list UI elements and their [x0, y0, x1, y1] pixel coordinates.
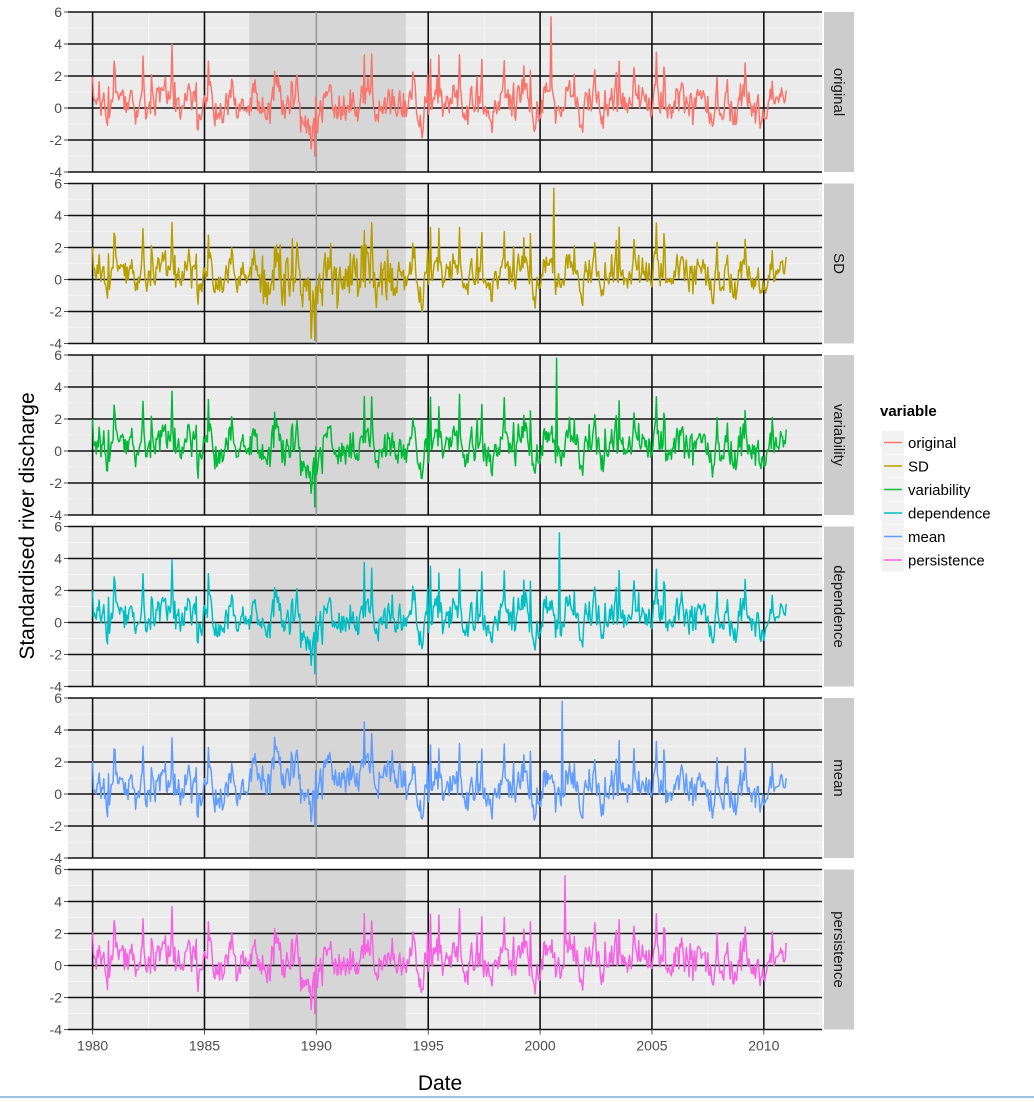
- facet-strip: [824, 526, 854, 687]
- facet-persistence: -4 -2 0 2 4 6 persistence: [50, 862, 854, 1038]
- y-tick-label: 0: [54, 272, 62, 288]
- y-tick-label: 4: [54, 894, 62, 910]
- x-tick-label: 2000: [525, 1038, 556, 1054]
- x-axis: 1980 1985 1990 1995 2000 2005 2010: [77, 1029, 780, 1054]
- facet-strip-label: persistence: [830, 911, 847, 988]
- legend-label: mean: [908, 529, 946, 546]
- facet-strip: [824, 355, 854, 515]
- x-tick-label: 1995: [413, 1038, 444, 1054]
- y-tick-label: 0: [54, 443, 62, 459]
- series-line-persistence: [91, 875, 787, 1015]
- y-tick-label: -4: [50, 850, 63, 866]
- y-tick-label: 6: [54, 347, 62, 363]
- facet-panels: -4 -2 0 2 4 6 original -4 -2 0 2 4 6 SD -4 -2 0 2 4 6 variab…: [50, 4, 854, 1038]
- legend-label: dependence: [908, 506, 991, 523]
- facet-strip: [824, 698, 854, 858]
- x-tick-label: 1980: [77, 1038, 108, 1054]
- y-tick-label: -4: [50, 1022, 63, 1038]
- x-tick-label: 2010: [748, 1038, 779, 1054]
- series-line-sd: [91, 187, 787, 342]
- y-tick-label: 2: [54, 754, 62, 770]
- facet-dependence: -4 -2 0 2 4 6 dependence: [50, 519, 854, 695]
- y-tick-label: 2: [54, 240, 62, 256]
- legend-label: SD: [908, 459, 929, 476]
- y-tick-label: 0: [54, 100, 62, 116]
- series-line-variability: [91, 357, 787, 508]
- y-tick-label: 2: [54, 583, 62, 599]
- y-tick-label: 0: [54, 786, 62, 802]
- series-line-dependence: [91, 532, 787, 675]
- legend-label: persistence: [908, 553, 985, 570]
- facet-strip-label: SD: [830, 253, 847, 274]
- y-tick-label: 4: [54, 551, 62, 567]
- facet-strip: [824, 12, 854, 172]
- x-tick-label: 2005: [636, 1038, 667, 1054]
- y-tick-label: -2: [50, 475, 63, 491]
- y-tick-label: 4: [54, 722, 62, 738]
- y-tick-label: 6: [54, 862, 62, 878]
- x-tick-label: 1985: [189, 1038, 220, 1054]
- facet-mean: -4 -2 0 2 4 6 mean: [50, 690, 854, 866]
- facet-sd: -4 -2 0 2 4 6 SD: [50, 176, 854, 352]
- facet-strip-label: variability: [830, 404, 847, 467]
- facet-strip-label: original: [830, 68, 847, 116]
- y-tick-label: 6: [54, 176, 62, 192]
- y-tick-label: -4: [50, 164, 63, 180]
- facet-original: -4 -2 0 2 4 6 original: [50, 4, 854, 180]
- y-tick-label: -4: [50, 507, 63, 523]
- y-tick-label: -2: [50, 132, 63, 148]
- window-bottom-rule: [0, 1096, 1034, 1098]
- y-axis-title: Standardised river discharge: [16, 392, 39, 659]
- y-tick-label: -2: [50, 818, 63, 834]
- legend-title: variable: [880, 403, 937, 420]
- y-tick-label: 2: [54, 68, 62, 84]
- y-tick-label: 0: [54, 615, 62, 631]
- y-tick-label: 4: [54, 208, 62, 224]
- legend-label: original: [908, 435, 956, 452]
- y-tick-label: -2: [50, 304, 63, 320]
- y-tick-label: 6: [54, 690, 62, 706]
- y-tick-label: 4: [54, 36, 62, 52]
- y-tick-label: -2: [50, 990, 63, 1006]
- y-tick-label: -4: [50, 679, 63, 695]
- legend: variable original SD variability dependence…: [880, 403, 991, 572]
- facet-strip: [824, 183, 854, 344]
- y-tick-label: 2: [54, 411, 62, 427]
- y-tick-label: -4: [50, 336, 63, 352]
- facet-strip-label: mean: [830, 759, 847, 797]
- y-tick-label: 0: [54, 958, 62, 974]
- y-tick-label: 2: [54, 926, 62, 942]
- x-axis-title: Date: [418, 1072, 462, 1095]
- legend-label: variability: [908, 482, 971, 499]
- x-tick-label: 1990: [301, 1038, 332, 1054]
- y-tick-label: 6: [54, 4, 62, 20]
- series-line-original: [91, 16, 787, 157]
- facet-strip-label: dependence: [830, 565, 847, 648]
- y-tick-label: 4: [54, 379, 62, 395]
- facet-strip: [824, 869, 854, 1030]
- y-tick-label: 6: [54, 519, 62, 535]
- series-line-mean: [91, 700, 787, 827]
- y-tick-label: -2: [50, 647, 63, 663]
- facet-variability: -4 -2 0 2 4 6 variability: [50, 347, 854, 523]
